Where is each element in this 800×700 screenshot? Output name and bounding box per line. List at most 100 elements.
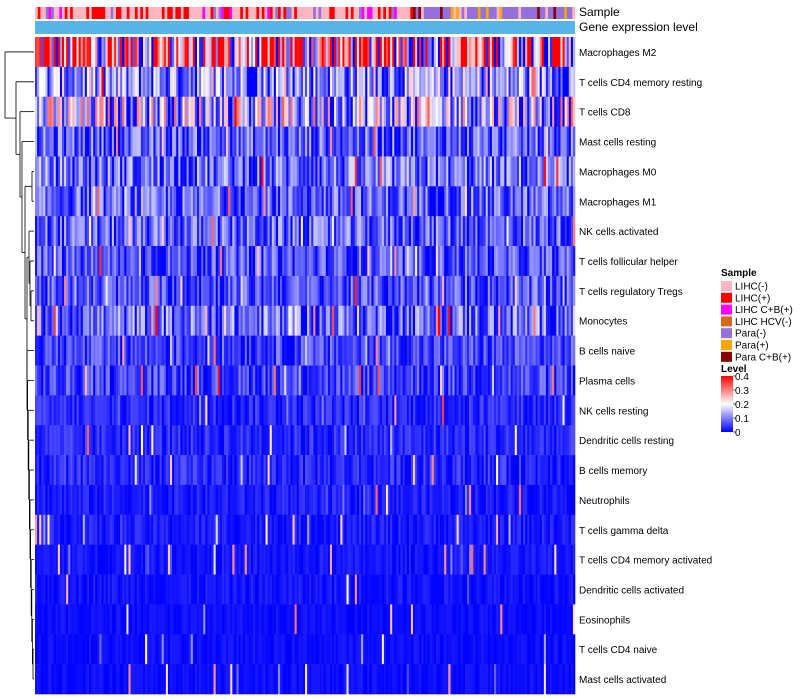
heatmap-cell xyxy=(475,275,478,307)
heatmap-cell xyxy=(311,156,314,187)
heatmap-cell xyxy=(350,365,354,396)
heatmap-cell xyxy=(390,246,393,277)
heatmap-cell xyxy=(323,246,327,277)
heatmap-cell xyxy=(282,275,285,307)
heatmap-cell xyxy=(440,216,443,247)
heatmap-cell xyxy=(442,455,445,486)
heatmap-cell xyxy=(458,514,462,545)
heatmap-cell xyxy=(118,455,121,486)
heatmap-cell xyxy=(132,395,135,426)
heatmap-cell xyxy=(514,305,518,336)
heatmap-cell xyxy=(523,246,526,277)
heatmap-cell xyxy=(392,216,395,247)
heatmap-cell xyxy=(379,275,383,307)
heatmap-cell xyxy=(429,484,432,516)
heatmap-cell xyxy=(489,275,493,307)
heatmap-cell xyxy=(95,305,98,336)
heatmap-cell xyxy=(228,425,231,456)
heatmap-cell xyxy=(76,484,79,516)
heatmap-cell xyxy=(138,395,142,426)
heatmap-cell xyxy=(381,514,385,545)
heatmap-cell xyxy=(136,395,140,426)
heatmap-cell xyxy=(101,455,104,486)
heatmap-cell xyxy=(201,246,204,277)
heatmap-cell xyxy=(136,216,140,247)
heatmap-cell xyxy=(188,484,192,516)
heatmap-cell xyxy=(147,246,150,277)
heatmap-cell xyxy=(116,216,119,247)
heatmap-cell xyxy=(369,275,372,307)
heatmap-cell xyxy=(319,96,322,127)
heatmap-cell xyxy=(53,484,57,516)
heatmap-cell xyxy=(325,66,329,98)
heatmap-cell xyxy=(271,305,275,336)
heatmap-cell xyxy=(82,186,86,217)
heatmap-cell xyxy=(529,544,532,575)
sample-cell xyxy=(102,7,106,19)
heatmap-cell xyxy=(128,395,131,426)
heatmap-cell xyxy=(205,514,208,545)
heatmap-cell xyxy=(302,246,306,277)
heatmap-cell xyxy=(91,126,94,157)
heatmap-cell xyxy=(151,186,154,217)
heatmap-cell xyxy=(246,455,250,486)
heatmap-row xyxy=(35,275,576,307)
heatmap-cell xyxy=(415,305,418,336)
heatmap-cell xyxy=(417,246,420,277)
heatmap-cell xyxy=(302,186,306,217)
heatmap-cell xyxy=(157,484,160,516)
heatmap-cell xyxy=(230,335,233,366)
heatmap-cell xyxy=(70,216,73,247)
heatmap-cell xyxy=(207,126,210,157)
heatmap-cell xyxy=(469,544,472,575)
heatmap-cell xyxy=(107,66,111,98)
heatmap-cell xyxy=(43,37,46,68)
heatmap-cell xyxy=(51,395,54,426)
heatmap-cell xyxy=(53,544,57,575)
heatmap-cell xyxy=(149,365,152,396)
heatmap-cell xyxy=(236,216,239,247)
heatmap-cell xyxy=(450,156,453,187)
heatmap-cell xyxy=(105,66,108,98)
heatmap-cell xyxy=(537,275,540,307)
heatmap-cell xyxy=(45,126,48,157)
heatmap-cell xyxy=(560,335,563,366)
heatmap-cell xyxy=(361,126,364,157)
heatmap-cell xyxy=(512,484,516,516)
heatmap-cell xyxy=(502,335,505,366)
heatmap-cell xyxy=(251,216,254,247)
heatmap-cell xyxy=(70,514,73,545)
heatmap-cell xyxy=(219,246,223,277)
heatmap-cell xyxy=(502,455,505,486)
heatmap-cell xyxy=(485,514,489,545)
heatmap-cell xyxy=(348,216,351,247)
sample-cell xyxy=(334,7,338,19)
heatmap-cell xyxy=(452,305,455,336)
sample-cell xyxy=(518,7,522,19)
heatmap-cell xyxy=(489,425,493,456)
heatmap-cell xyxy=(86,216,90,247)
heatmap-cell xyxy=(101,156,104,187)
heatmap-cell xyxy=(53,186,57,217)
heatmap-cell xyxy=(275,186,279,217)
heatmap-cell xyxy=(398,395,401,426)
heatmap-cell xyxy=(59,66,63,98)
heatmap-cell xyxy=(192,305,196,336)
heatmap-cell xyxy=(97,455,100,486)
heatmap-cell xyxy=(153,544,156,575)
heatmap-cell xyxy=(467,305,470,336)
heatmap-cell xyxy=(392,365,395,396)
heatmap-cell xyxy=(76,156,79,187)
heatmap-cell xyxy=(39,544,42,575)
heatmap-cell xyxy=(59,335,63,366)
heatmap-cell xyxy=(74,305,77,336)
heatmap-cell xyxy=(147,126,150,157)
heatmap-cell xyxy=(163,544,167,575)
heatmap-cell xyxy=(188,305,192,336)
heatmap-cell xyxy=(543,126,547,157)
heatmap-cell xyxy=(514,514,518,545)
heatmap-cell xyxy=(464,335,468,366)
heatmap-cell xyxy=(107,305,111,336)
heatmap-cell xyxy=(244,544,248,575)
heatmap-cell xyxy=(429,186,432,217)
